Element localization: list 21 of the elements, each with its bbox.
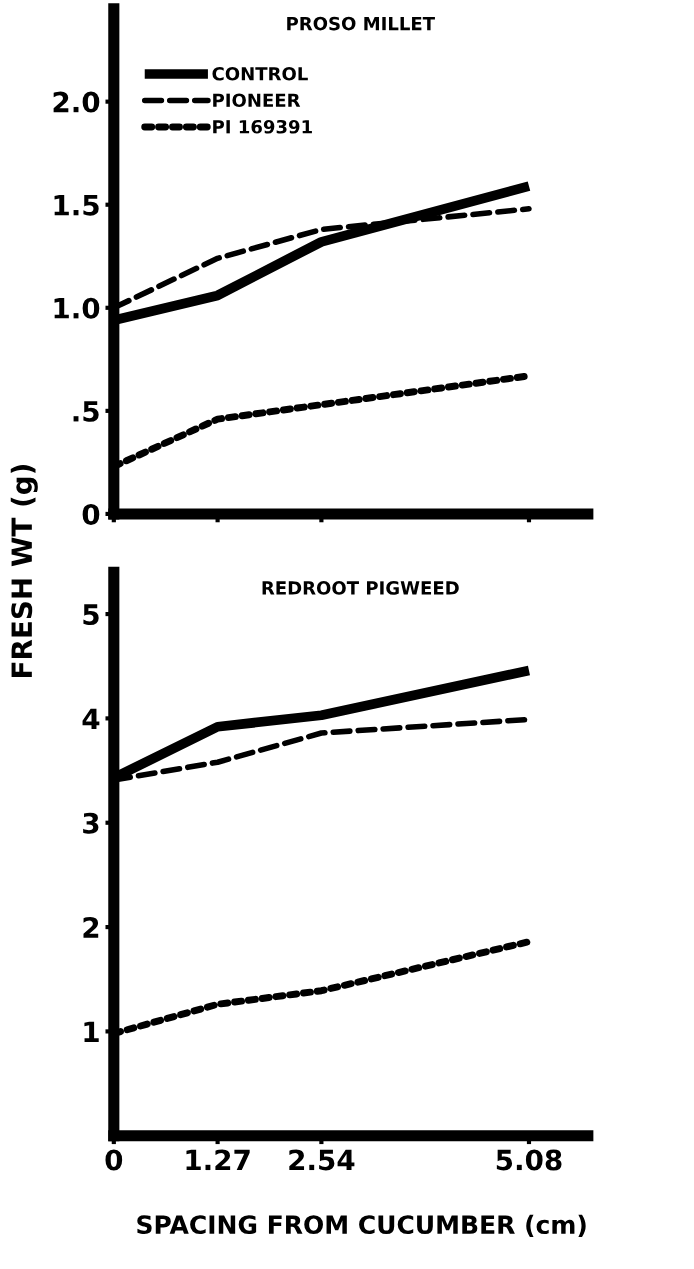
legend-label: PIONEER: [213, 93, 301, 108]
y-tick-label: 3: [83, 812, 99, 834]
y-axis-title: FRESH WT (g): [10, 465, 38, 677]
y-tick-label: 2: [83, 917, 99, 938]
x-tick-label: 2.54: [289, 1149, 355, 1171]
y-tick-label: .5: [73, 401, 99, 422]
chart-title: PROSO MILLET: [287, 16, 435, 31]
x-axis-title: SPACING FROM CUCUMBER (cm): [137, 1214, 586, 1238]
x-tick-label: 5.08: [496, 1149, 562, 1171]
y-tick-label: 1.5: [54, 195, 99, 216]
legend-label: PI 169391: [213, 119, 312, 134]
y-tick-label: 1: [84, 1021, 99, 1042]
legend-label: CONTROL: [212, 66, 308, 81]
x-tick-label: 0: [105, 1149, 123, 1171]
y-tick-label: 2.0: [53, 91, 100, 113]
x-tick-label: 1.27: [186, 1149, 250, 1171]
y-tick-label: 0: [82, 503, 100, 525]
y-tick-label: 4: [82, 708, 100, 729]
y-tick-label: 1.0: [54, 297, 100, 319]
y-tick-label: 5: [83, 604, 99, 625]
chart-title: REDROOT PIGWEED: [262, 581, 459, 595]
